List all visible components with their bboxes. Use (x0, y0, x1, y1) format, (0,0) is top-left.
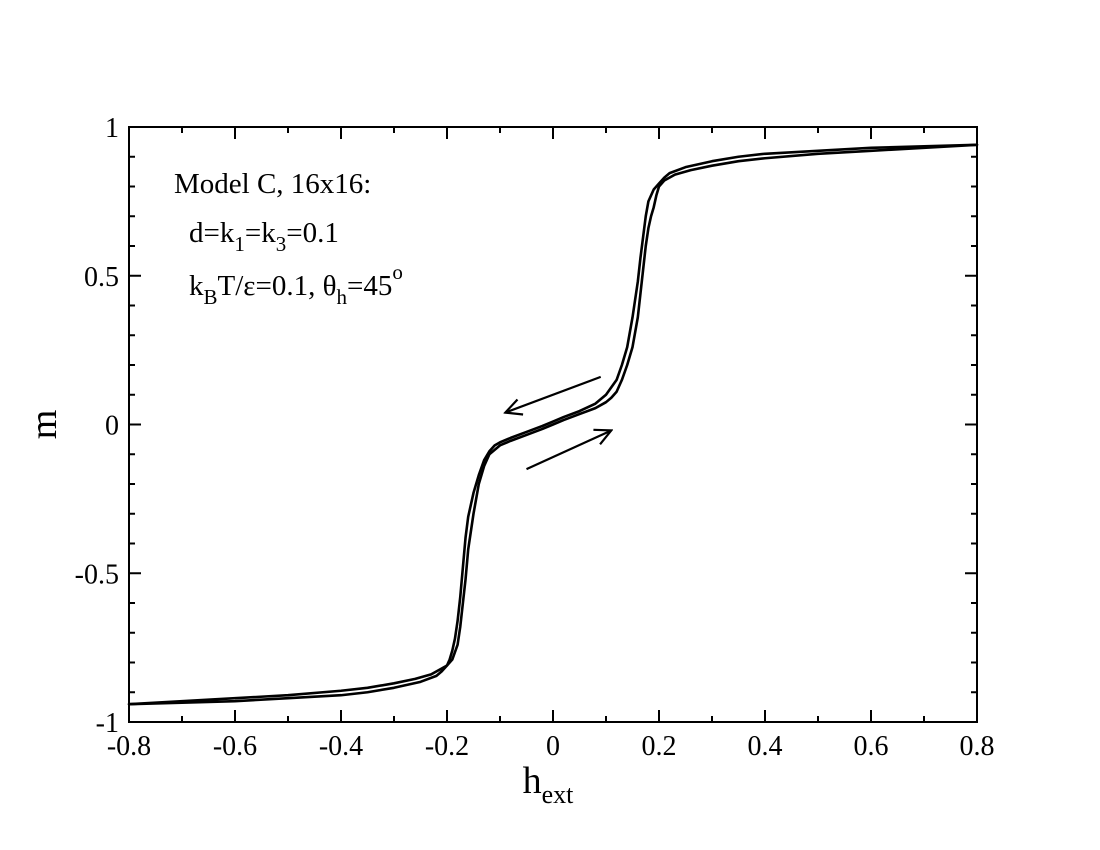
annotation-line-1: Model C, 16x16: (174, 168, 371, 200)
y-axis-title: m (23, 410, 65, 440)
annotation-line-3: kBT/ε=0.1, θh=45o (189, 260, 403, 309)
annotation-line-2-a: d=k (189, 217, 235, 249)
x-tick-label: 0.8 (960, 731, 995, 762)
annotation-line-2-b-sub: 3 (276, 232, 287, 256)
annotation-line-2: d=k1=k3=0.1 (189, 217, 339, 256)
y-tick-labels: -1 -0.5 0 0.5 1 (75, 113, 119, 739)
x-tick-label: 0 (546, 731, 560, 762)
series-layer (127, 143, 979, 706)
y-tick-label: -1 (96, 708, 119, 739)
x-axis-label: h (523, 760, 542, 802)
arrows-layer (505, 375, 612, 471)
annotation-line-3-a-sub: B (204, 285, 218, 309)
series-line-increasing (127, 143, 979, 706)
plot-frame (128, 126, 978, 723)
y-tick-label: -0.5 (75, 559, 119, 590)
x-tick-label: 0.6 (854, 731, 889, 762)
x-tick-label: 0.4 (748, 731, 783, 762)
x-tick-label: 0.2 (642, 731, 677, 762)
x-axis-title: hext (523, 760, 575, 809)
y-tick-label: 0 (105, 411, 119, 442)
annotation-line-3-c: =45 (347, 270, 392, 302)
annotation-line-3-b-sub: h (336, 285, 347, 309)
annotation-line-2-b: =k (245, 217, 276, 249)
y-tick-label: 0.5 (84, 262, 119, 293)
annotation-block: Model C, 16x16: d=k1=k3=0.1 kBT/ε=0.1, θ… (174, 168, 403, 309)
annotation-line-3-c-sup: o (392, 260, 403, 284)
annotation-line-2-a-sub: 1 (234, 232, 245, 256)
annotation-line-3-a: k (189, 270, 204, 302)
arrow-increasing (526, 430, 612, 471)
x-tick-label: -0.8 (107, 731, 151, 762)
y-tick-label: 1 (105, 113, 119, 144)
annotation-line-2-c: =0.1 (286, 217, 339, 249)
x-tick-label: -0.2 (425, 731, 469, 762)
series-line-decreasing (127, 143, 979, 706)
x-tick-label: -0.4 (319, 731, 363, 762)
x-tick-label: -0.6 (213, 731, 257, 762)
x-tick-labels: -0.8 -0.6 -0.4 -0.2 0 0.2 0.4 0.6 0.8 (107, 731, 995, 762)
x-axis-label-subscript: ext (542, 780, 575, 809)
arrow-decreasing (505, 375, 602, 413)
annotation-line-3-b: T/ε=0.1, θ (218, 270, 337, 302)
